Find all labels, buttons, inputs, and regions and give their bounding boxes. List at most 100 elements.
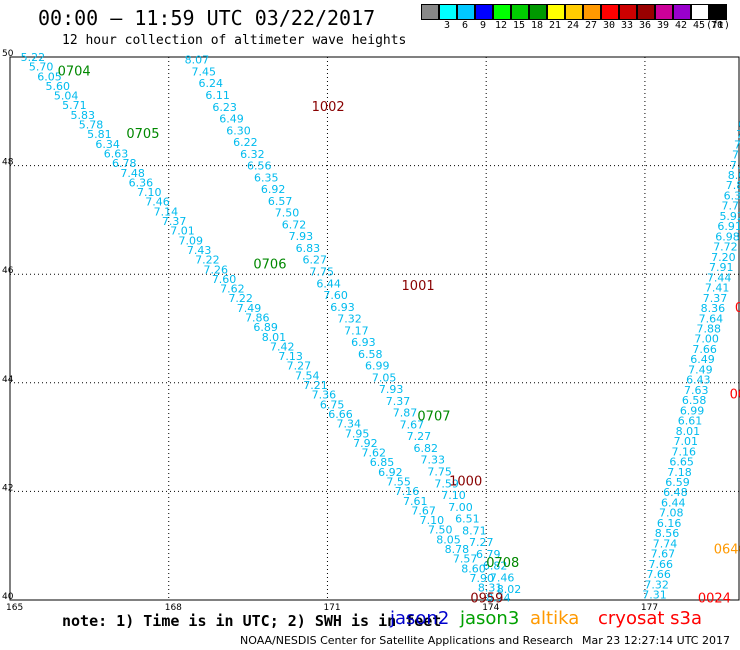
legend-jason2: jason2 (390, 608, 450, 629)
wave-height-value: 7.45 (192, 65, 217, 78)
wave-height-value: 7.48 (120, 167, 144, 180)
wave-height-value: 6.44 (661, 496, 686, 509)
wave-height-value: 7.81 (726, 179, 740, 192)
wave-height-value: 7.75 (309, 265, 334, 278)
wave-height-value: 5.60 (46, 80, 71, 93)
wave-height-value: 7.00 (694, 333, 719, 346)
wave-height-value: 7.67 (411, 504, 436, 517)
wave-height-value: 8.07 (185, 54, 210, 67)
wave-height-value: 8.74 (486, 591, 511, 604)
pass-time-label: 0959 (470, 591, 503, 606)
scale-swatch (547, 4, 565, 20)
wave-height-value: 7.45 (734, 138, 740, 151)
wave-height-value: 8.05 (436, 533, 461, 546)
wave-height-value: 7.92 (353, 437, 378, 450)
legend-jason3: jason3 (460, 608, 520, 629)
wave-height-value: 7.72 (722, 200, 740, 213)
wave-height-value: 6.43 (686, 374, 711, 387)
wave-height-value: 7.09 (179, 234, 204, 247)
wave-height-value: 7.66 (649, 558, 674, 571)
wave-height-value: 7.42 (270, 340, 295, 353)
scale-label: 33 (620, 20, 634, 31)
wave-height-value: 7.49 (237, 302, 262, 315)
wave-height-value: 8.60 (461, 562, 486, 575)
pass-time-label: 0706 (253, 257, 286, 272)
wave-height-value: 7.12 (732, 149, 740, 162)
wave-height-value: 6.34 (95, 138, 120, 151)
wave-height-value: 7.87 (393, 407, 418, 420)
wave-height-value: 7.62 (220, 283, 245, 296)
y-tick-label: 50 (2, 49, 14, 59)
wave-height-value: 8.56 (655, 527, 680, 540)
pass-time-label: 0704 (58, 65, 91, 80)
wave-height-value: 6.27 (303, 254, 328, 267)
wave-height-value: 6.90 (738, 118, 740, 131)
wave-height-value: 7.46 (490, 571, 515, 584)
y-tick-label: 48 (2, 158, 14, 168)
wave-height-value: 7.37 (703, 292, 728, 305)
scale-swatch (709, 4, 727, 20)
wave-height-value: 7.26 (203, 263, 228, 276)
wave-height-value: 7.72 (713, 241, 738, 254)
pass-time-label: 1001 (402, 279, 435, 294)
wave-height-value: 7.95 (345, 427, 370, 440)
scale-label: 15 (512, 20, 526, 31)
wave-height-value: 6.49 (690, 353, 715, 366)
y-tick-label: 44 (2, 375, 14, 385)
scale-swatch (601, 4, 619, 20)
wave-height-value: 7.01 (674, 435, 699, 448)
wave-height-value: 6.51 (455, 513, 480, 526)
pass-time-label: 0708 (486, 556, 519, 571)
scale-swatch (529, 4, 547, 20)
wave-height-value: 7.46 (145, 196, 170, 209)
wave-height-value: 5.04 (54, 90, 79, 103)
plot-frame (9, 56, 740, 601)
wave-height-value: 5.71 (62, 99, 87, 112)
wave-height-value: 7.37 (162, 215, 187, 228)
wave-height-value: 7.37 (386, 395, 411, 408)
wave-height-value: 7.32 (337, 313, 362, 326)
wave-height-value: 8.01 (676, 425, 701, 438)
wave-height-value: 7.13 (278, 350, 303, 363)
wave-height-value: 7.01 (170, 225, 195, 238)
scale-label: 30 (602, 20, 616, 31)
scale-label: 42 (674, 20, 688, 31)
pass-time-label: 0024 (698, 591, 731, 606)
y-tick-label: 40 (2, 592, 14, 602)
wave-height-value: 7.50 (275, 207, 300, 220)
note-text: note: 1) Time is in UTC; 2) SWH is in fe… (62, 612, 442, 630)
wave-height-value: 6.98 (715, 230, 740, 243)
scale-label: 24 (566, 20, 580, 31)
wave-height-value: 6.36 (129, 176, 154, 189)
wave-height-value: 6.92 (261, 183, 286, 196)
pass-time-label: 0707 (417, 409, 450, 424)
wave-height-value: 6.91 (717, 220, 740, 233)
wave-height-value: 7.00 (448, 501, 473, 514)
wave-height-value: 7.63 (684, 384, 709, 397)
x-tick-label: 171 (323, 603, 340, 613)
wave-height-value: 7.05 (372, 371, 397, 384)
wave-height-value: 5.78 (79, 119, 104, 132)
wave-height-value: 6.83 (296, 242, 321, 255)
wave-height-value: 6.75 (320, 398, 345, 411)
wave-height-value: 5.81 (87, 128, 112, 141)
wave-height-value: 7.17 (344, 324, 369, 337)
wave-height-value: 7.64 (699, 312, 724, 325)
wave-height-value: 6.57 (268, 195, 293, 208)
wave-height-value: 7.66 (692, 343, 717, 356)
scale-swatch (565, 4, 583, 20)
wave-height-value: 7.10 (441, 489, 466, 502)
wave-height-value: 7.93 (379, 383, 404, 396)
wave-height-value: 6.49 (219, 113, 244, 126)
pass-time-label: 1000 (449, 475, 482, 490)
x-tick-label: 168 (165, 603, 182, 613)
wave-height-value: 6.16 (657, 517, 682, 530)
wave-height-value: 7.36 (312, 389, 337, 402)
chart-title: 00:00 – 11:59 UTC 03/22/2017 (38, 6, 376, 30)
y-tick-label: 42 (2, 483, 13, 493)
scale-label: 39 (656, 20, 670, 31)
wave-height-value: 7.43 (187, 244, 212, 257)
